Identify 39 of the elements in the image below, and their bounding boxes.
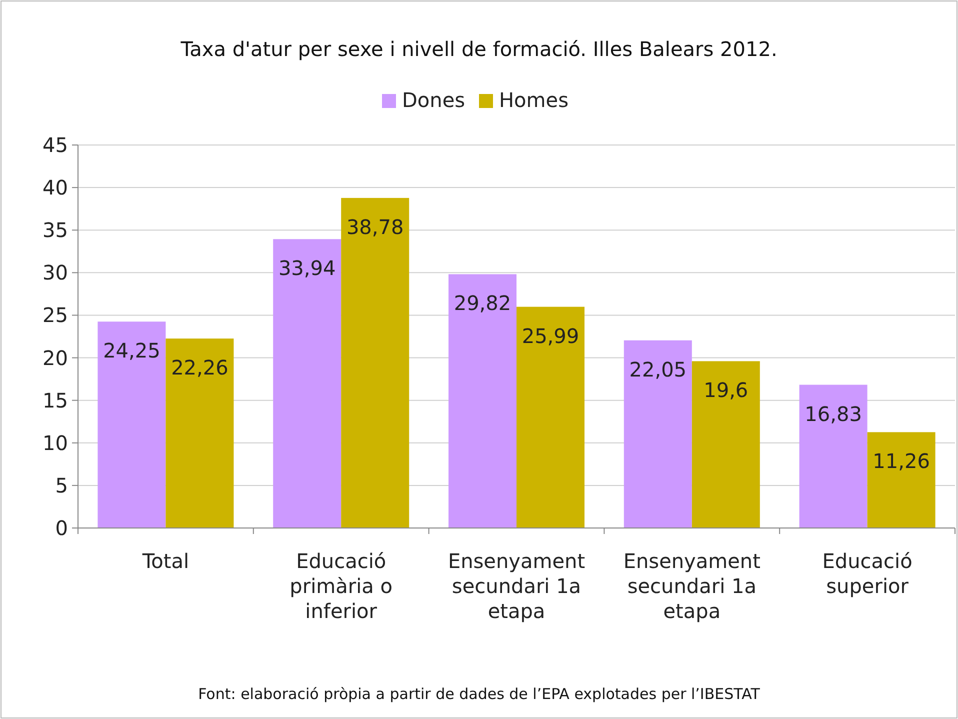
y-tick-label: 40 xyxy=(42,176,68,200)
legend-label: Homes xyxy=(499,88,568,112)
data-label: 19,6 xyxy=(704,378,748,402)
y-tick-label: 45 xyxy=(42,133,68,157)
data-label: 33,94 xyxy=(278,256,336,280)
legend-label: Dones xyxy=(402,88,466,112)
bar xyxy=(624,340,692,528)
bar xyxy=(341,198,410,528)
data-label: 24,25 xyxy=(103,338,160,363)
text: Font: elaboració pròpia a partir de dades de l’EPA explotades per l’IBESTAT xyxy=(198,685,761,703)
y-tick-label: 30 xyxy=(42,260,68,285)
y-tick-label: 10 xyxy=(42,430,68,455)
x-tick-label: Ensenyament secundari 1a etapa xyxy=(623,549,761,623)
data-label: 29,82 xyxy=(454,291,512,316)
chart-title: Taxa d'atur per sexe i nivell de formació. Illes Balears 2012. xyxy=(180,37,778,61)
x-tick-label: Ensenyament secundari 1a etapa xyxy=(448,549,586,623)
bar xyxy=(799,384,868,528)
y-tick-label: 5 xyxy=(55,473,68,498)
bar xyxy=(273,239,342,528)
x-tick-label: Educació primària o inferior xyxy=(290,549,393,623)
x-tick-label: Total xyxy=(141,549,190,573)
y-tick-label: 20 xyxy=(42,346,68,370)
data-label: 11,26 xyxy=(872,449,930,474)
data-label: 25,99 xyxy=(522,324,580,348)
bar xyxy=(166,338,234,528)
bar xyxy=(867,432,936,528)
bar xyxy=(98,322,166,528)
bar xyxy=(448,274,516,528)
y-tick-label: 0 xyxy=(55,516,68,540)
y-tick-label: 25 xyxy=(42,303,68,328)
data-label: 38,78 xyxy=(346,214,404,239)
data-label: 22,26 xyxy=(171,356,228,380)
y-tick-label: 15 xyxy=(42,388,68,412)
data-label: 22,05 xyxy=(629,357,687,382)
x-tick-label: Educació superior xyxy=(822,549,912,598)
data-label: 16,83 xyxy=(804,402,862,426)
bar xyxy=(692,361,760,528)
y-tick-label: 35 xyxy=(42,218,68,242)
bar xyxy=(516,306,584,528)
